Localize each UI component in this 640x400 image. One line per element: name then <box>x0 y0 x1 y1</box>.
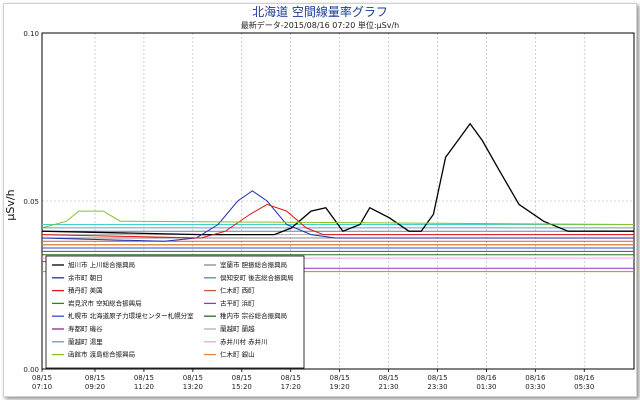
unit-label: 単位:μSv/h <box>357 21 400 30</box>
x-tick-time: 07:10 <box>32 383 52 391</box>
series-line-2 <box>41 203 634 239</box>
x-tick-time: 09:20 <box>85 383 105 391</box>
x-tick-date: 08/16 <box>476 374 497 382</box>
legend-label: 倶知安町 後志総合振興局 <box>220 273 294 282</box>
legend-label: 古平町 浜町 <box>220 298 255 307</box>
x-tick-time: 01:30 <box>476 383 496 391</box>
x-tick-time: 17:20 <box>281 383 301 391</box>
legend-label: 余市町 朝日 <box>68 273 103 282</box>
y-axis-ticks: 0.00 0.05 0.10 <box>23 30 39 374</box>
x-tick-date: 08/15 <box>85 374 105 382</box>
legend-label: 赤井川村 赤井川 <box>220 337 268 346</box>
x-tick-date: 08/15 <box>330 374 350 382</box>
legend-label: 岩見沢市 空知総合振興局 <box>68 298 142 307</box>
x-tick-date: 08/15 <box>232 374 252 382</box>
legend-label: 積丹町 美国 <box>68 286 103 295</box>
legend-label: 寿都町 磯谷 <box>68 324 103 333</box>
x-tick-date: 08/16 <box>574 374 595 382</box>
x-tick-time: 13:20 <box>183 383 203 391</box>
series-line-7 <box>41 210 635 229</box>
legend-box <box>45 255 305 369</box>
legend-label: 旭川市 上川総合振興局 <box>68 260 135 269</box>
series-line-1 <box>41 190 634 242</box>
x-tick-time: 23:30 <box>427 383 447 391</box>
y-tick-label: 0.10 <box>23 30 39 38</box>
chart-subtitle: 最新データ-2015/08/16 07:20 単位:μSv/h <box>0 20 640 31</box>
legend-label: 蘭越町 湯里 <box>68 337 103 346</box>
legend-label: 函館市 渡島総合振興局 <box>68 350 135 359</box>
x-tick-date: 08/15 <box>378 374 398 382</box>
x-axis-ticks: 08/1507:1008/1509:2008/1511:2008/1513:20… <box>32 369 595 391</box>
x-tick-date: 08/15 <box>134 374 154 382</box>
legend-label: 仁木町 西町 <box>220 286 255 295</box>
y-axis-label: μSv/h <box>4 189 17 220</box>
x-tick-time: 21:30 <box>378 383 398 391</box>
legend-label: 札幌市 北海道原子力環境センター札幌分室 <box>68 311 194 320</box>
series-layer <box>41 122 635 273</box>
series-line-0 <box>41 122 634 236</box>
legend-label: 蘭越町 蘭越 <box>220 324 255 333</box>
x-tick-time: 03:30 <box>525 383 545 391</box>
latest-data-label: 最新データ-2015/08/16 07:20 <box>240 21 356 30</box>
x-tick-date: 08/15 <box>427 374 447 382</box>
x-tick-time: 05:30 <box>574 383 594 391</box>
x-tick-date: 08/15 <box>183 374 203 382</box>
x-tick-date: 08/15 <box>32 374 52 382</box>
chart-title: 北海道 空間線量率グラフ <box>252 5 388 19</box>
x-tick-time: 15:20 <box>232 383 252 391</box>
x-tick-time: 11:20 <box>134 383 154 391</box>
y-tick-label: 0.05 <box>23 198 39 206</box>
x-tick-time: 19:20 <box>330 383 350 391</box>
x-tick-date: 08/15 <box>281 374 301 382</box>
legend-label: 稚内市 宗谷総合振興局 <box>220 311 287 320</box>
y-tick-label: 0.00 <box>23 366 39 374</box>
legend-label: 室蘭市 胆振総合振興局 <box>220 260 287 269</box>
plot-area <box>41 32 635 370</box>
legend-label: 仁木町 銀山 <box>220 350 255 359</box>
x-tick-date: 08/16 <box>525 374 546 382</box>
